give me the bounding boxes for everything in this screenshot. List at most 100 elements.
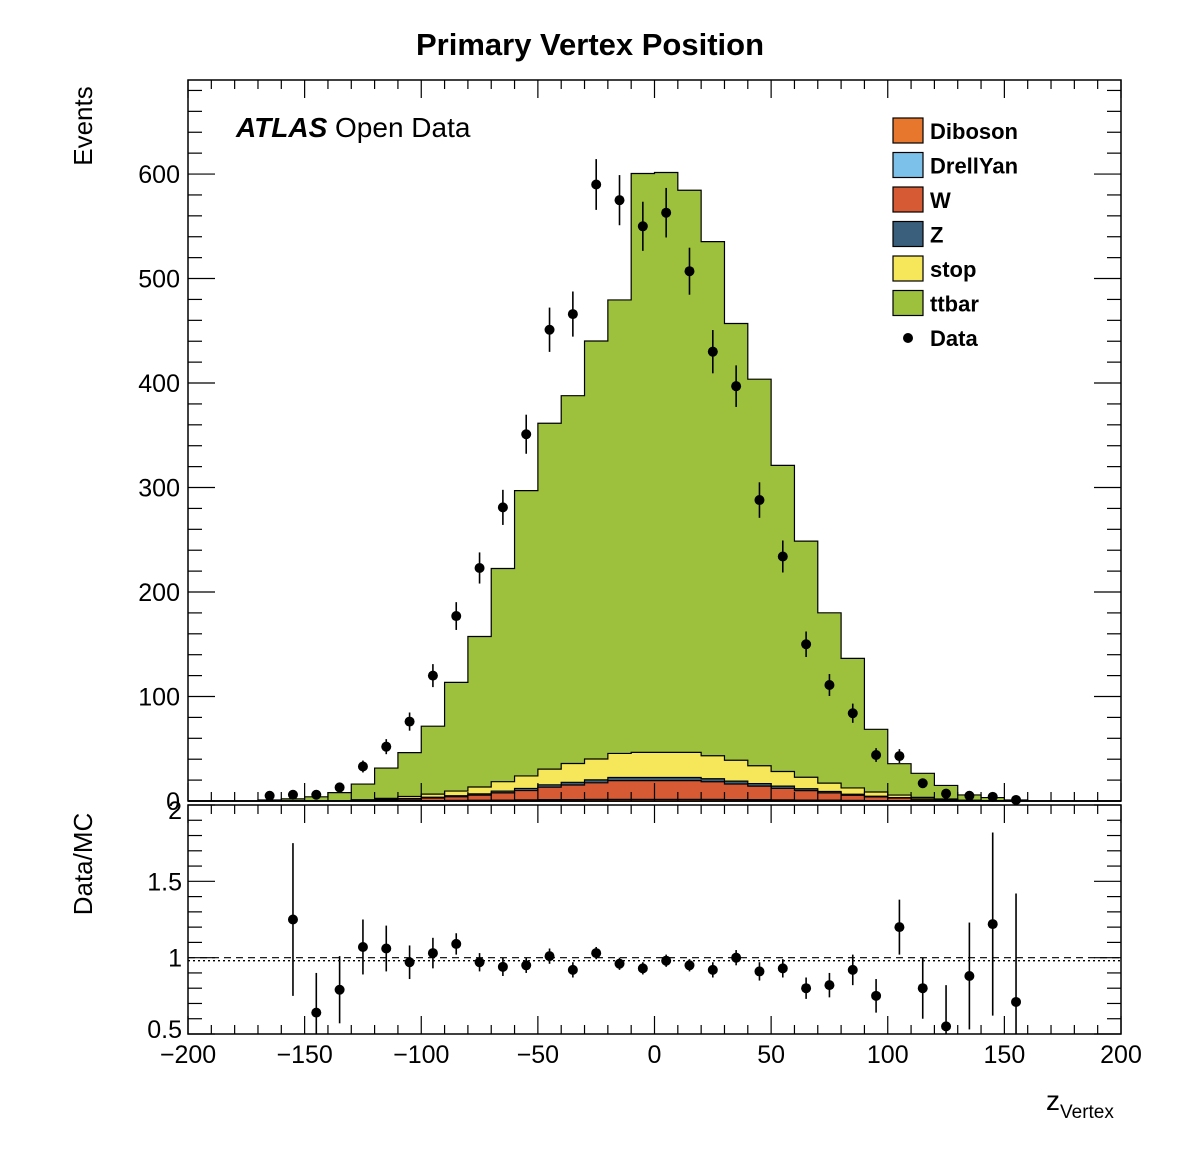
legend-item-w: W [892,186,951,213]
data-point [381,741,392,752]
legend-swatch [892,117,924,144]
y-tick-label: 400 [138,370,180,398]
ratio-point [871,990,882,1001]
legend-item-ttbar: ttbar [892,289,979,317]
atlas-label-bold: ATLAS [235,112,328,143]
x-tick-label: 0 [648,1041,662,1069]
histogram-ttbar [188,171,1121,802]
ratio-point [917,983,928,994]
data-point [777,551,788,562]
data-point [707,346,718,357]
y-tick-label: 300 [138,475,180,503]
ratio-point [521,960,532,971]
data-point [637,221,648,232]
ratio-point [801,983,812,994]
main-y-tick-labels: 0 100 200 300 400 500 600 [138,161,180,816]
atlas-label: ATLAS Open Data [235,112,471,143]
ratio-point [357,941,368,952]
ratio-y-tick-label: 0.5 [147,1016,182,1044]
legend-item-diboson: Diboson [892,117,1018,144]
ratio-point [591,948,602,959]
data-point [521,429,532,440]
ratio-point [451,938,462,949]
ratio-point [404,957,415,968]
x-axis-label: zVertex [1046,1085,1114,1123]
ratio-point [941,1021,952,1032]
data-point [614,195,625,206]
legend-item-data: Data [903,326,978,351]
y-axis-label: Events [68,86,98,166]
data-point [311,789,322,800]
data-point [497,502,508,513]
ratio-point [777,963,788,974]
y-tick-label: 0 [166,788,180,816]
ratio-point [614,958,625,969]
x-tick-labels: −200 −150 −100 −50 0 50 100 150 200 [160,1041,1142,1069]
main-axis-ticks [187,80,1122,802]
ratio-plot-frame-bg [188,805,1121,1034]
data-point [731,381,742,392]
legend-item-drellyan: DrellYan [892,151,1018,179]
ratio-point [824,980,835,991]
ratio-point [497,961,508,972]
x-axis-label-sub: Vertex [1060,1102,1114,1123]
x-tick-label: −50 [517,1041,559,1069]
legend-label: ttbar [930,292,979,317]
ratio-y-tick-label: 1 [168,945,182,973]
ratio-y-tick-labels: 0.5 1 1.5 2 [147,797,182,1044]
data-point [544,324,555,335]
main-plot-frame [187,79,1122,802]
x-tick-label: −100 [393,1041,449,1069]
ratio-point [427,948,438,959]
ratio-reference-lines [188,957,1121,962]
legend-swatch [892,186,924,213]
legend-item-z: Z [892,220,943,248]
y-tick-label: 500 [138,266,180,294]
data-point [871,750,882,761]
ratio-point [684,960,695,971]
data-point [894,751,905,762]
data-point [334,782,345,793]
data-point [567,309,578,320]
legend-swatch [892,151,924,179]
ratio-point [707,964,718,975]
legend-label: Data [930,326,978,351]
data-points [264,159,1022,805]
ratio-axis-ticks [187,804,1122,1035]
data-point [754,495,765,506]
ratio-point [964,970,975,981]
data-point [661,207,672,218]
ratio-point [567,964,578,975]
ratio-point [544,951,555,962]
x-tick-label: −150 [276,1041,332,1069]
legend-item-stop: stop [892,255,976,282]
legend-label: W [930,188,951,213]
legend-marker [903,333,913,343]
chart-title: Primary Vertex Position [416,27,764,62]
data-point [474,562,485,573]
ratio-point [847,964,858,975]
data-point [964,790,975,801]
legend-label: Diboson [930,119,1018,144]
data-point [591,179,602,190]
ratio-point [474,957,485,968]
ratio-y-axis-label: Data/MC [68,813,98,916]
data-point [801,639,812,650]
ratio-point [334,984,345,995]
legend-label: Z [930,223,943,248]
data-point [917,778,928,789]
y-tick-label: 100 [138,684,180,712]
ratio-y-tick-label: 2 [168,797,182,825]
data-point [684,266,695,277]
ratio-point [661,955,672,966]
legend-swatch [892,220,924,248]
x-tick-label: 50 [757,1041,785,1069]
ratio-point [637,963,648,974]
ratio-point [311,1007,322,1018]
ratio-point [381,943,392,954]
legend-swatch [892,255,924,282]
legend-label: stop [930,257,976,282]
ratio-y-tick-label: 1.5 [147,868,182,896]
